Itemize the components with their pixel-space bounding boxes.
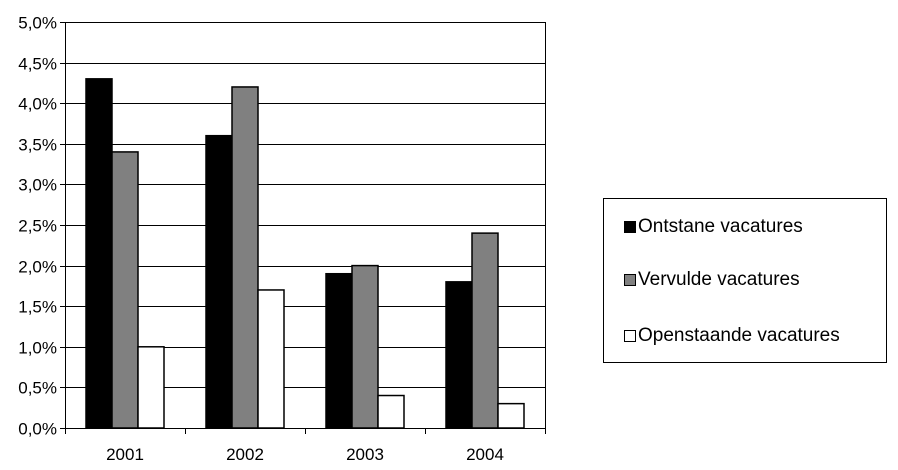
x-tick-label: 2003 (346, 445, 384, 464)
y-tick-label: 5,0% (18, 14, 57, 33)
x-tick-label: 2002 (226, 445, 264, 464)
bar-ontstane-vacatures-2004 (445, 281, 473, 429)
y-tick-label: 3,0% (18, 176, 57, 195)
bar-vervulde-vacatures-2004 (471, 232, 499, 429)
legend-label: Openstaande vacatures (638, 325, 840, 346)
x-tick-labels: 2001 2002 2003 2004 (106, 445, 504, 464)
bar-vervulde-vacatures-2003 (351, 264, 379, 429)
legend-swatch (624, 221, 636, 233)
y-tick-label: 2,0% (18, 258, 57, 277)
bars (85, 78, 525, 429)
x-tick-label: 2001 (106, 445, 144, 464)
plot-frame (65, 22, 546, 429)
y-tick-label: 2,5% (18, 217, 57, 236)
legend-label: Ontstane vacatures (638, 216, 803, 237)
legend: Ontstane vacatures Vervulde vacatures Op… (603, 198, 887, 363)
bar-openstaande-vacatures-2001 (137, 346, 165, 429)
y-tick-labels: 0,0% 0,5% 1,0% 1,5% 2,0% 2,5% 3,0% 3,5% 4,0% 4,5%… (18, 14, 57, 439)
legend-swatch (624, 330, 636, 342)
y-tick-label: 4,0% (18, 95, 57, 114)
bar-openstaande-vacatures-2004 (497, 402, 525, 429)
legend-item-vervulde: Vervulde vacatures (624, 269, 800, 291)
y-tick-label: 4,5% (18, 55, 57, 74)
y-tick-label: 0,5% (18, 379, 57, 398)
axes (60, 22, 546, 434)
bar-openstaande-vacatures-2003 (377, 394, 405, 429)
legend-item-openstaande: Openstaande vacatures (624, 325, 840, 347)
y-tick-label: 0,0% (18, 420, 57, 439)
bar-vervulde-vacatures-2002 (231, 86, 259, 429)
legend-item-ontstane: Ontstane vacatures (624, 216, 803, 238)
bar-vervulde-vacatures-2001 (111, 151, 139, 429)
y-tick-label: 1,0% (18, 339, 57, 358)
bar-ontstane-vacatures-2001 (85, 78, 113, 429)
bar-ontstane-vacatures-2002 (205, 134, 233, 429)
bar-ontstane-vacatures-2003 (325, 272, 353, 429)
legend-label: Vervulde vacatures (638, 269, 800, 290)
legend-swatch (624, 274, 636, 286)
bar-openstaande-vacatures-2002 (257, 289, 285, 429)
y-tick-label: 3,5% (18, 136, 57, 155)
y-tick-label: 1,5% (18, 298, 57, 317)
x-tick-label: 2004 (466, 445, 504, 464)
